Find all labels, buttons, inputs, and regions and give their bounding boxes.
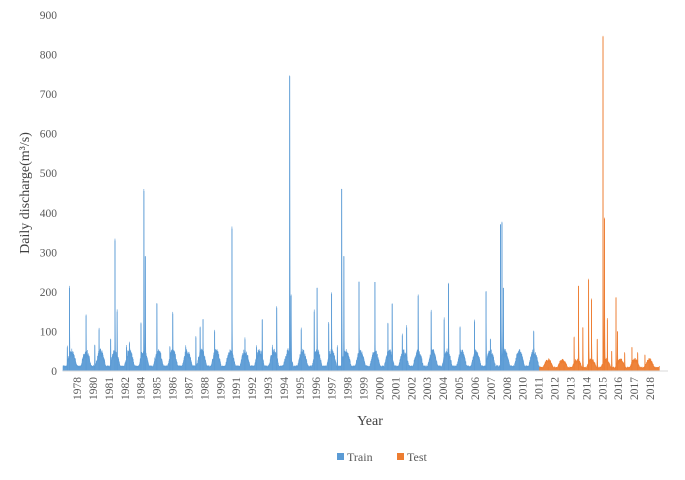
x-tick-label: 2005 <box>454 377 466 400</box>
legend-label-train: Train <box>347 450 373 464</box>
x-tick-label: 1984 <box>136 377 148 400</box>
y-tick-label: 800 <box>40 50 58 62</box>
x-tick-label: 1980 <box>88 377 100 400</box>
x-tick-label: 1981 <box>104 377 116 400</box>
series-area-train <box>62 75 540 372</box>
x-tick-label: 1997 <box>327 377 339 400</box>
x-tick-label: 2003 <box>422 377 434 400</box>
x-tick-label: 2015 <box>597 377 609 400</box>
legend-swatch-test <box>397 453 404 460</box>
y-tick-label: 600 <box>40 129 58 141</box>
x-tick-label: 1988 <box>199 377 211 400</box>
x-tick-label: 2000 <box>374 377 386 400</box>
x-tick-label: 1999 <box>359 377 371 400</box>
x-tick-label: 1994 <box>279 377 291 400</box>
x-tick-label: 1995 <box>295 377 307 400</box>
x-tick-label: 2002 <box>406 377 418 400</box>
x-tick-label: 2001 <box>390 377 402 400</box>
x-tick-label: 1986 <box>168 377 180 400</box>
legend-swatch-train <box>337 453 344 460</box>
legend-label-test: Test <box>407 450 427 464</box>
x-tick-label: 2004 <box>438 377 450 400</box>
x-tick-label: 1978 <box>72 377 84 400</box>
y-axis-ticks: 0 100 200 300 400 500 600 700 800 900 <box>40 10 58 378</box>
x-tick-label: 2007 <box>486 377 498 400</box>
x-tick-label: 1993 <box>263 377 275 400</box>
y-tick-label: 300 <box>40 247 58 259</box>
y-tick-label: 400 <box>40 208 58 220</box>
x-tick-label: 2013 <box>565 377 577 400</box>
series-layer <box>62 35 660 372</box>
x-tick-label: 2014 <box>581 377 593 400</box>
y-axis-title: Daily discharge(m³/s) <box>18 132 33 254</box>
y-tick-label: 900 <box>40 10 58 22</box>
y-tick-label: 100 <box>40 326 58 338</box>
x-tick-label: 1982 <box>120 377 132 400</box>
y-tick-label: 0 <box>51 366 57 378</box>
x-tick-label: 1998 <box>343 377 355 400</box>
x-tick-label: 2017 <box>629 377 641 400</box>
x-tick-label: 1991 <box>231 377 243 400</box>
x-tick-label: 1985 <box>152 377 164 400</box>
x-axis-ticks: 1978 1980 1981 1982 1984 1985 1986 1987 1988 1990… <box>72 377 657 400</box>
x-tick-label: 2006 <box>470 377 482 400</box>
x-tick-label: 1987 <box>183 377 195 400</box>
x-tick-label: 2011 <box>534 377 546 400</box>
series-area-test <box>539 35 660 372</box>
x-tick-label: 1992 <box>247 377 259 400</box>
y-tick-label: 700 <box>40 89 58 101</box>
x-tick-label: 2016 <box>613 377 625 400</box>
x-tick-label: 2018 <box>645 377 657 400</box>
x-tick-label: 2010 <box>518 377 530 400</box>
x-tick-label: 1990 <box>215 377 227 400</box>
y-tick-label: 500 <box>40 168 58 180</box>
x-tick-label: 1996 <box>311 377 323 400</box>
y-tick-label: 200 <box>40 287 58 299</box>
legend: Train Test <box>337 450 427 464</box>
x-axis-title: Year <box>357 414 383 429</box>
x-tick-label: 2012 <box>550 377 562 400</box>
x-tick-label: 2008 <box>502 377 514 400</box>
